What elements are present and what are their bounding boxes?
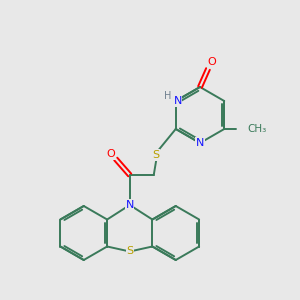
Text: O: O [106, 149, 115, 159]
Text: N: N [126, 200, 134, 210]
Text: N: N [196, 138, 204, 148]
Text: S: S [126, 247, 133, 256]
Text: O: O [208, 57, 216, 67]
Text: H: H [164, 91, 171, 101]
Text: S: S [152, 150, 159, 160]
Text: N: N [174, 96, 182, 106]
Text: CH₃: CH₃ [247, 124, 266, 134]
